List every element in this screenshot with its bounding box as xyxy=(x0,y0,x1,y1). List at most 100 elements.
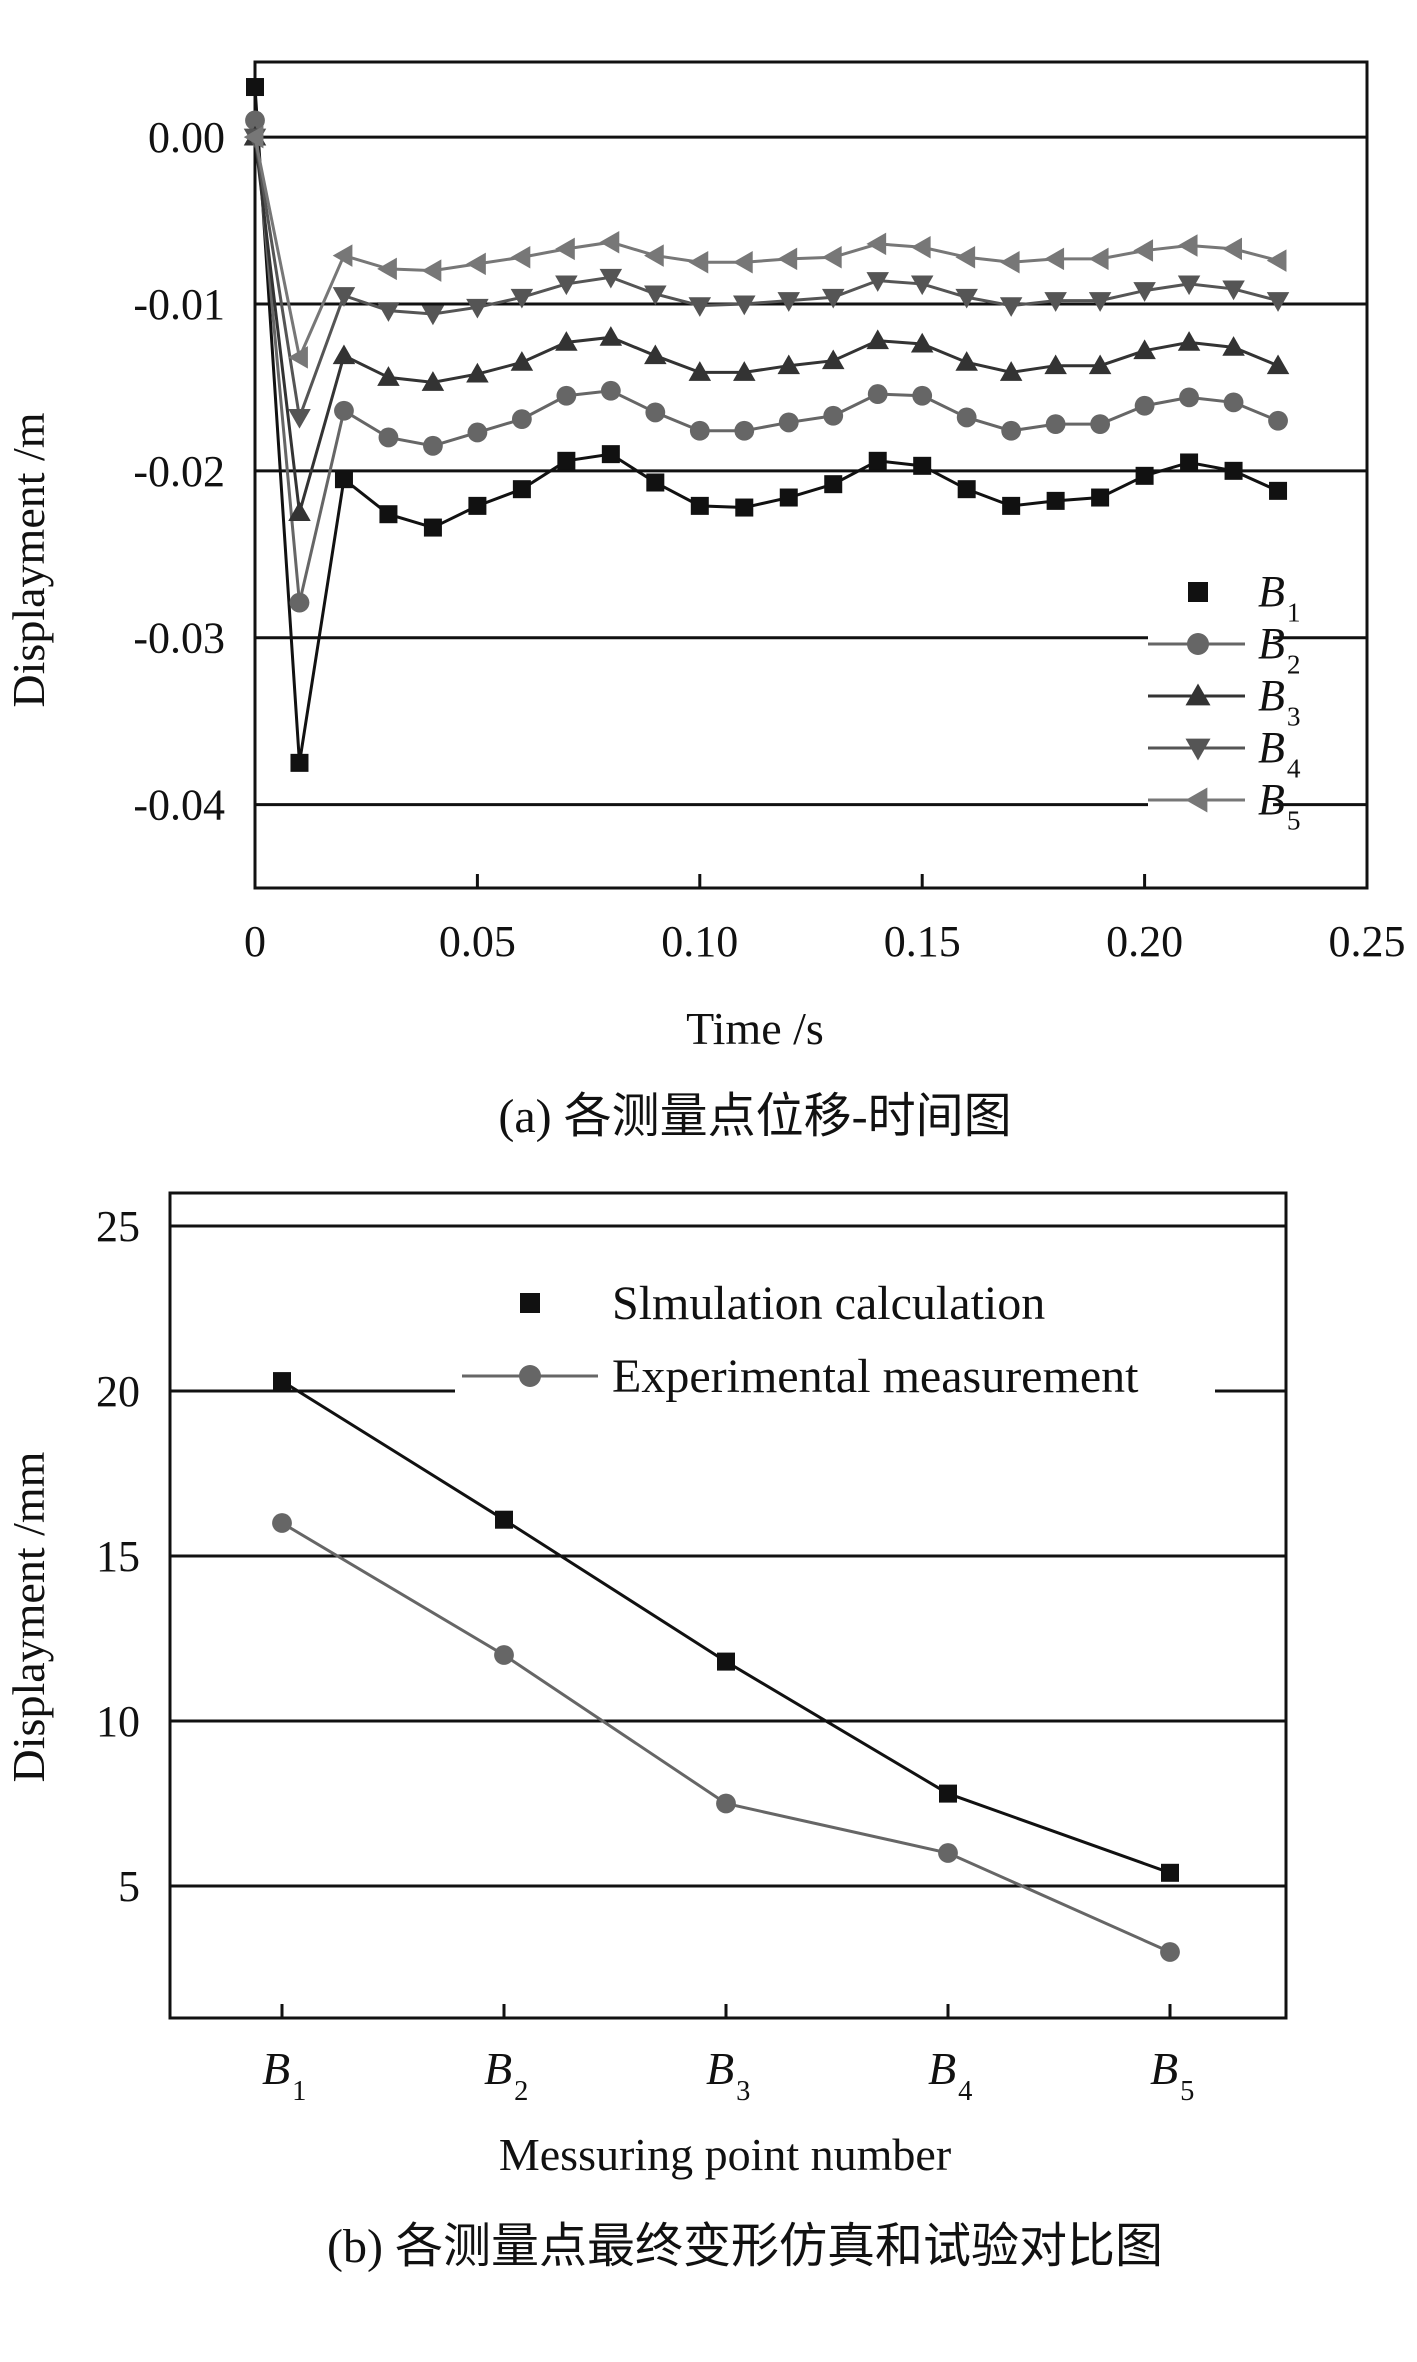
panel-b-xtick-label: B5 xyxy=(1150,2043,1194,2107)
panel-b-ytick-label: 25 xyxy=(96,1202,140,1251)
panel-b-data-point xyxy=(495,1510,513,1529)
panel-b-data-point xyxy=(1160,1942,1180,1962)
panel-b-xtick-label-subscript: 3 xyxy=(736,2076,750,2107)
panel-a-series-line xyxy=(253,136,1279,513)
panel-a-xtick-label: 0.15 xyxy=(884,917,961,966)
panel-a-legend-bg xyxy=(1148,720,1273,772)
panel-b-ytick-label: 10 xyxy=(96,1697,140,1746)
panel-a-data-point xyxy=(1266,354,1290,375)
panel-a-data-point xyxy=(466,362,489,383)
panel-b-series xyxy=(272,1513,1180,1962)
panel-a-plot-frame xyxy=(253,60,1369,890)
panel-a-data-point xyxy=(777,247,798,271)
panel-a-data-point xyxy=(955,245,976,269)
panel-a-data-point xyxy=(1133,239,1154,262)
panel-b-legend-marker xyxy=(519,1365,541,1387)
panel-a-data-point xyxy=(245,110,265,131)
panel-a-data-point xyxy=(644,244,664,267)
panel-a-data-point xyxy=(555,275,578,296)
panel-a-data-point xyxy=(646,473,665,492)
panel-a-data-point xyxy=(955,351,978,371)
panel-b-data-point xyxy=(494,1645,514,1665)
panel-b-ytick-label: 5 xyxy=(118,1862,140,1911)
panel-a-data-point xyxy=(421,371,445,391)
panel-a-data-point xyxy=(1266,292,1290,312)
panel-a-data-point xyxy=(644,285,667,306)
panel-a-data-point xyxy=(599,268,623,289)
panel-b-data-point xyxy=(1161,1863,1179,1882)
panel-a-data-point xyxy=(690,496,709,515)
panel-a-data-point xyxy=(1046,491,1065,510)
panel-b-data-point xyxy=(938,1843,958,1863)
panel-a-data-point xyxy=(1179,387,1199,408)
panel-a-data-point xyxy=(1091,488,1110,507)
panel-b-legend: Slmulation calculation Experimental measu… xyxy=(455,1262,1215,1412)
panel-b-xtick-label-subscript: 4 xyxy=(958,2076,972,2107)
panel-a-data-point xyxy=(599,326,623,346)
panel-b-xtick-label: B1 xyxy=(262,2043,306,2107)
panel-a-data-point xyxy=(599,230,620,254)
panel-a-ytick-label: -0.04 xyxy=(133,781,225,830)
panel-a-data-point xyxy=(734,420,755,441)
panel-a-data-point xyxy=(468,496,487,515)
panel-a-data-point xyxy=(1001,420,1022,441)
panel-a-caption: (a) 各测量点位移-时间图 xyxy=(498,1090,1011,1143)
panel-a-series-line xyxy=(253,86,1279,764)
panel-a-data-point xyxy=(1180,453,1199,472)
panel-a-legend-label-subscript: 1 xyxy=(1287,597,1301,627)
panel-a-data-point xyxy=(688,361,712,381)
panel-a-data-point xyxy=(1177,275,1201,296)
panel-a-data-point xyxy=(777,292,801,312)
panel-a-data-point xyxy=(999,297,1023,317)
panel-a-data-point xyxy=(1266,249,1287,272)
panel-a-data-point xyxy=(1044,247,1065,271)
panel-a-data-point xyxy=(510,351,534,371)
panel-a-data-point xyxy=(334,470,353,489)
panel-a-data-point xyxy=(466,298,489,319)
panel-a-data-point xyxy=(867,384,888,404)
panel-a-ytick-label: -0.03 xyxy=(133,614,225,663)
panel-a-data-point xyxy=(377,257,397,281)
panel-a-data-point xyxy=(866,329,889,350)
panel-b-data-point xyxy=(939,1784,957,1803)
panel-a-series-line xyxy=(253,120,1279,603)
panel-b-ytick-label: 20 xyxy=(96,1367,140,1416)
panel-a-xtick-label: 0.10 xyxy=(661,917,738,966)
panel-a-legend-marker xyxy=(1185,787,1208,813)
panel-a-data-point xyxy=(733,361,756,381)
panel-a-data-point xyxy=(1088,354,1112,375)
panel-a-data-point xyxy=(557,451,576,470)
panel-b-xtick-label: B3 xyxy=(706,2043,750,2107)
panel-a-data-point xyxy=(600,380,621,401)
panel-a-data-point xyxy=(779,488,798,507)
panel-a-data-point xyxy=(555,331,578,351)
panel-a-data-point xyxy=(601,445,620,464)
panel-b-data-point xyxy=(716,1793,736,1814)
panel-a-data-point xyxy=(910,275,934,296)
panel-a-data-point xyxy=(379,505,398,524)
panel-a-data-point xyxy=(823,405,844,426)
panel-b-caption: (b) 各测量点最终变形仿真和试验对比图 xyxy=(327,2220,1163,2273)
panel-a-data-point xyxy=(913,456,932,475)
panel-a-series-B4 xyxy=(243,128,1290,429)
panel-a-legend-label-subscript: 2 xyxy=(1287,649,1301,679)
panel-b-legend-bg xyxy=(455,1262,1215,1412)
panel-a-data-point xyxy=(645,402,666,423)
panel-b-legend-label: Experimental measurement xyxy=(612,1350,1139,1403)
panel-a-data-point xyxy=(466,252,486,276)
panel-a-data-point xyxy=(421,259,442,282)
panel-b-xtick-label: B4 xyxy=(928,2043,972,2107)
panel-a-xtick-label: 0.20 xyxy=(1106,917,1183,966)
panel-a-data-point xyxy=(1044,292,1067,312)
panel-b-data-point xyxy=(717,1652,735,1671)
panel-a-data-point xyxy=(332,287,356,307)
panel-a-data-point xyxy=(1090,414,1111,435)
panel-a-series-line xyxy=(253,136,1279,424)
panel-a-data-point xyxy=(1222,280,1245,301)
panel-a-ytick-label: -0.02 xyxy=(133,447,225,496)
panel-b-plot-frame xyxy=(168,1191,1288,2020)
panel-a-data-point xyxy=(1133,339,1156,360)
panel-a-data-point xyxy=(1222,237,1242,261)
panel-a-data-point xyxy=(423,518,442,537)
